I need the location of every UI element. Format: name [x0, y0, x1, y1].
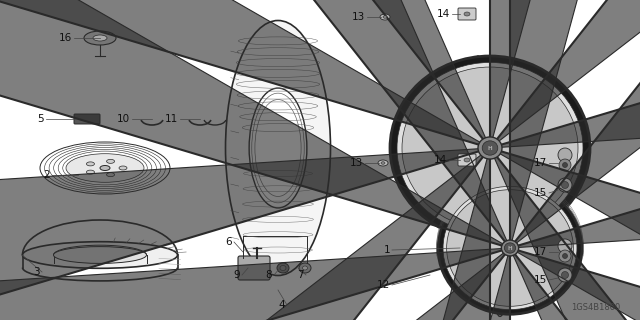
FancyBboxPatch shape	[238, 256, 270, 280]
Ellipse shape	[559, 250, 571, 262]
Text: 15: 15	[534, 188, 547, 198]
Ellipse shape	[563, 163, 568, 167]
Ellipse shape	[402, 67, 578, 229]
Text: 15: 15	[534, 275, 547, 285]
Text: 3: 3	[33, 267, 40, 277]
Ellipse shape	[280, 266, 286, 270]
Ellipse shape	[100, 165, 110, 171]
Text: 13: 13	[352, 12, 365, 22]
Ellipse shape	[225, 20, 330, 276]
Ellipse shape	[464, 12, 470, 16]
Text: 17: 17	[534, 247, 547, 257]
Ellipse shape	[558, 268, 572, 282]
Ellipse shape	[464, 158, 470, 162]
Ellipse shape	[438, 182, 582, 314]
Polygon shape	[497, 0, 640, 141]
Polygon shape	[0, 0, 480, 145]
Polygon shape	[517, 251, 640, 320]
Text: 8: 8	[266, 270, 272, 280]
Polygon shape	[0, 149, 479, 320]
Polygon shape	[0, 0, 507, 242]
Ellipse shape	[119, 166, 127, 170]
Polygon shape	[0, 256, 510, 320]
Text: 14: 14	[436, 9, 450, 19]
Ellipse shape	[504, 243, 516, 253]
Ellipse shape	[383, 16, 387, 18]
Text: 5: 5	[37, 114, 44, 124]
Text: 1: 1	[383, 245, 390, 255]
Ellipse shape	[66, 154, 144, 182]
Polygon shape	[500, 151, 640, 320]
Ellipse shape	[501, 240, 518, 256]
Ellipse shape	[378, 160, 388, 166]
Ellipse shape	[107, 159, 115, 163]
Polygon shape	[513, 254, 640, 320]
Polygon shape	[0, 155, 483, 320]
Ellipse shape	[561, 181, 568, 188]
Ellipse shape	[86, 162, 95, 166]
Text: 11: 11	[164, 114, 178, 124]
Text: 2: 2	[44, 170, 50, 180]
FancyBboxPatch shape	[458, 154, 476, 166]
Polygon shape	[0, 0, 486, 139]
Text: 10: 10	[117, 114, 130, 124]
FancyBboxPatch shape	[74, 114, 100, 124]
Polygon shape	[495, 157, 640, 320]
Polygon shape	[0, 249, 502, 320]
Ellipse shape	[299, 263, 311, 273]
Ellipse shape	[482, 141, 498, 155]
Text: 7: 7	[298, 270, 304, 280]
Text: H: H	[508, 245, 512, 251]
Ellipse shape	[54, 247, 147, 263]
Text: 14: 14	[434, 155, 447, 165]
FancyBboxPatch shape	[458, 8, 476, 20]
Ellipse shape	[443, 186, 577, 310]
Ellipse shape	[277, 263, 289, 273]
Polygon shape	[518, 0, 640, 247]
Polygon shape	[501, 0, 640, 147]
Ellipse shape	[558, 239, 572, 253]
Ellipse shape	[380, 14, 390, 20]
Polygon shape	[0, 159, 490, 320]
Ellipse shape	[478, 137, 502, 159]
Ellipse shape	[390, 56, 590, 240]
Polygon shape	[515, 0, 640, 243]
Ellipse shape	[397, 62, 583, 234]
Ellipse shape	[249, 88, 307, 208]
Ellipse shape	[558, 148, 572, 162]
Text: 13: 13	[349, 158, 363, 168]
Polygon shape	[490, 0, 640, 137]
Ellipse shape	[563, 253, 568, 259]
Polygon shape	[0, 253, 505, 320]
Text: 17: 17	[534, 158, 547, 168]
Text: 16: 16	[59, 33, 72, 43]
Text: 9: 9	[234, 270, 240, 280]
Polygon shape	[0, 0, 502, 245]
Ellipse shape	[22, 242, 177, 268]
Ellipse shape	[86, 170, 95, 174]
Ellipse shape	[561, 271, 568, 278]
Ellipse shape	[447, 190, 573, 306]
Ellipse shape	[558, 178, 572, 192]
Text: 4: 4	[278, 300, 285, 310]
Text: 1GS4B1800: 1GS4B1800	[571, 303, 620, 312]
Ellipse shape	[84, 31, 116, 45]
Ellipse shape	[559, 159, 571, 171]
Ellipse shape	[381, 162, 385, 164]
Text: H: H	[488, 146, 492, 150]
Ellipse shape	[303, 266, 307, 270]
Ellipse shape	[93, 35, 107, 41]
Ellipse shape	[107, 173, 115, 177]
Text: 12: 12	[377, 280, 390, 290]
Text: 6: 6	[225, 237, 232, 247]
Polygon shape	[510, 0, 640, 240]
